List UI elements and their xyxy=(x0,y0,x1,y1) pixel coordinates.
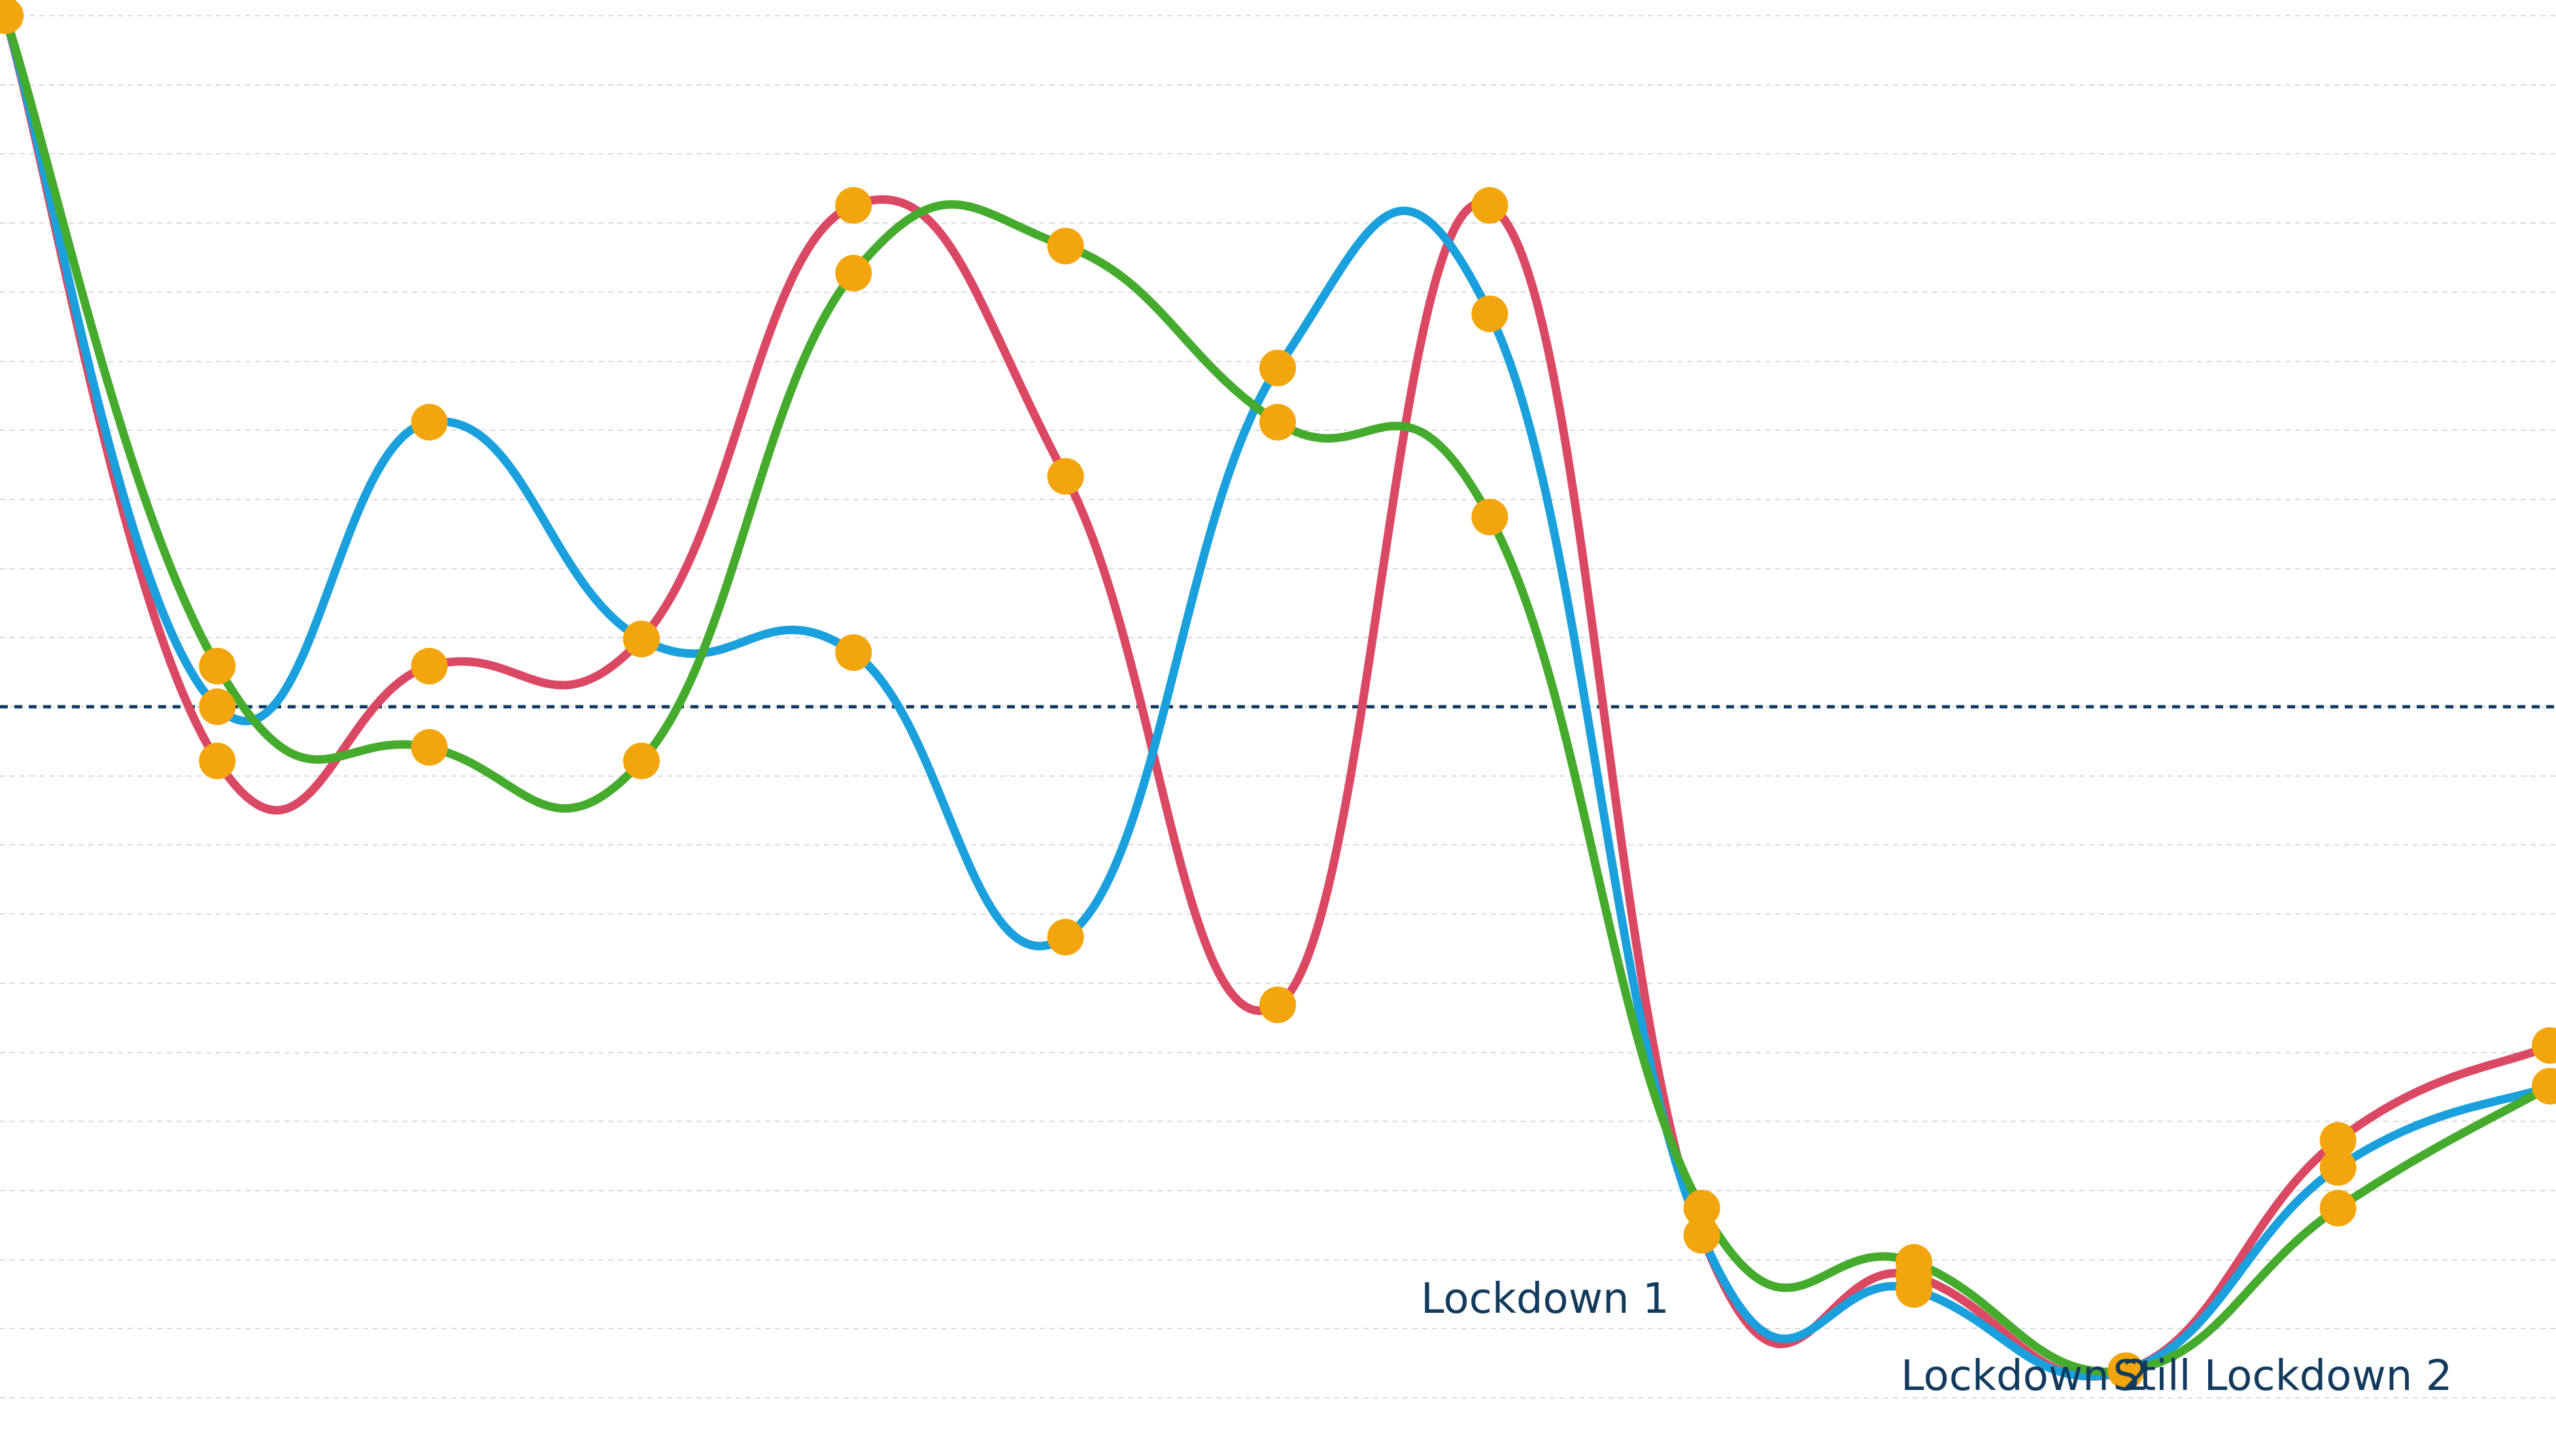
data-point-markers xyxy=(0,0,2556,1389)
data-point-series-2 xyxy=(1683,1217,1720,1254)
data-point-series-3 xyxy=(2319,1189,2357,1227)
data-point-series-3 xyxy=(2532,1068,2556,1105)
data-point-series-1 xyxy=(411,647,448,685)
data-point-series-2 xyxy=(2319,1149,2357,1186)
data-point-series-2 xyxy=(1259,349,1296,386)
data-point-series-2 xyxy=(411,403,448,441)
series-line-3 xyxy=(1,11,2555,1376)
series-line-1 xyxy=(1,11,2555,1381)
data-point-series-3 xyxy=(623,742,660,779)
data-point-series-3 xyxy=(199,647,236,685)
data-point-series-3 xyxy=(1896,1244,1932,1281)
data-point-series-1 xyxy=(2532,1027,2556,1064)
data-point-series-3 xyxy=(1047,228,1084,265)
series-lines xyxy=(1,11,2555,1381)
data-point-series-1 xyxy=(835,187,872,224)
data-point-series-2 xyxy=(199,688,236,725)
data-point-series-3 xyxy=(2107,1352,2145,1389)
data-point-series-3 xyxy=(1683,1189,1720,1227)
series-line-2 xyxy=(1,11,2555,1381)
annotation-label: Lockdown 1 xyxy=(1421,1275,1669,1323)
data-point-series-1 xyxy=(1047,458,1084,495)
data-point-series-2 xyxy=(1471,295,1508,332)
data-point-series-3 xyxy=(1471,498,1508,535)
data-point-series-2 xyxy=(623,620,660,658)
annotation-label: Lockdown 2 xyxy=(1901,1352,2149,1400)
gridlines xyxy=(0,15,2556,1398)
data-point-series-1 xyxy=(1471,187,1508,224)
data-point-series-3 xyxy=(0,0,24,34)
data-point-series-3 xyxy=(835,254,872,292)
data-point-series-3 xyxy=(411,729,448,766)
data-point-series-1 xyxy=(199,742,236,779)
data-point-series-1 xyxy=(1259,986,1296,1023)
data-point-series-3 xyxy=(1259,403,1296,441)
data-point-series-2 xyxy=(835,634,872,671)
data-point-series-2 xyxy=(1047,919,1084,956)
data-point-series-1 xyxy=(2319,1122,2357,1159)
data-point-series-2 xyxy=(1896,1271,1932,1308)
annotation-label: Still Lockdown 2 xyxy=(2113,1352,2452,1400)
